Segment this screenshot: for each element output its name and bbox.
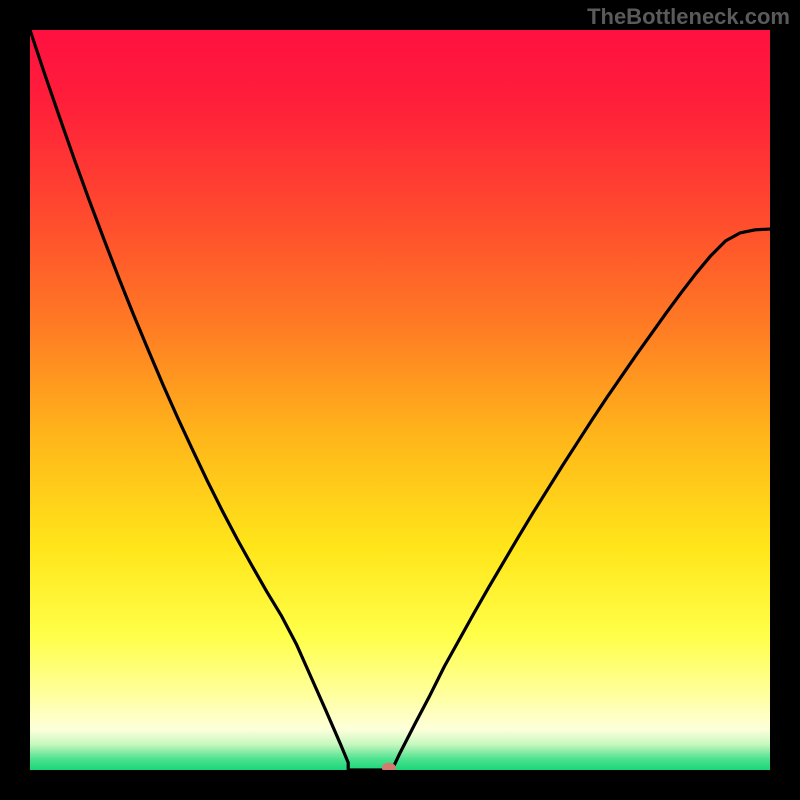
valley-marker	[382, 763, 396, 770]
chart-frame: TheBottleneck.com	[0, 0, 800, 800]
watermark-text: TheBottleneck.com	[587, 4, 790, 30]
valley-marker-layer	[30, 30, 770, 770]
plot-area	[30, 30, 770, 770]
